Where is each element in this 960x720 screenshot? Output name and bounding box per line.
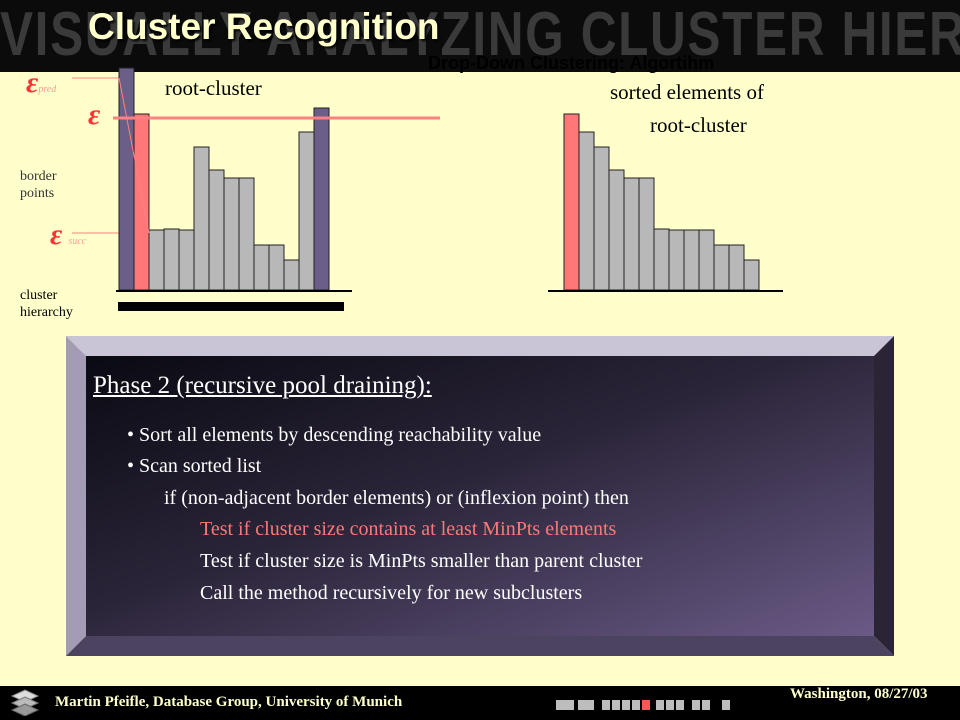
step-test-parent: Test if cluster size is MinPts smaller t… bbox=[200, 550, 643, 572]
sorted-bar bbox=[668, 229, 685, 291]
root-cluster-bar bbox=[238, 177, 255, 291]
step-scan: • Scan sorted list bbox=[127, 455, 262, 477]
sorted-bar bbox=[728, 244, 745, 291]
root-cluster-bar bbox=[133, 113, 150, 291]
epsilon-pred-subscript: pred bbox=[38, 84, 57, 95]
slide-subtitle: Drop-Down Clustering: Algortihm bbox=[428, 53, 715, 73]
sorted-bar bbox=[638, 177, 655, 291]
border-points-label: border points bbox=[20, 168, 57, 202]
epsilon-succ-label: ε succ bbox=[50, 218, 86, 252]
epsilon-label: ε bbox=[88, 98, 100, 132]
cluster-hierarchy-bar bbox=[118, 302, 344, 311]
root-cluster-bar bbox=[313, 107, 330, 291]
root-cluster-bar bbox=[298, 131, 315, 291]
root-cluster-bar bbox=[253, 244, 270, 291]
footer-location-date: Washington, 08/27/03 bbox=[790, 686, 928, 702]
epsilon-symbol: ε bbox=[88, 98, 101, 131]
sorted-bar bbox=[713, 244, 730, 291]
epsilon-pred-label: εpred bbox=[26, 66, 56, 100]
slide-title: Cluster Recognition bbox=[88, 6, 440, 47]
root-cluster-bar bbox=[208, 169, 225, 291]
border-points-line2: points bbox=[20, 186, 55, 201]
header-banner: VISUALLY ANALYZING CLUSTER HIERARCHIES bbox=[0, 0, 960, 72]
root-cluster-bar bbox=[118, 67, 135, 291]
step-test-minpts-text: Test if cluster size contains at least M… bbox=[200, 518, 617, 540]
reachability-figure bbox=[72, 67, 783, 311]
epsilon-succ-symbol: ε bbox=[50, 218, 63, 251]
step-test-minpts: Test if cluster size contains at least M… bbox=[200, 518, 616, 541]
root-cluster-bar bbox=[193, 146, 210, 291]
root-cluster-bar bbox=[223, 177, 240, 291]
cluster-hierarchy-line1: cluster bbox=[20, 288, 58, 303]
sorted-bar bbox=[683, 229, 700, 291]
sorted-bar bbox=[593, 146, 610, 291]
epsilon-succ-subscript: succ bbox=[68, 236, 87, 247]
sorted-bar bbox=[698, 229, 715, 291]
sorted-bar bbox=[578, 131, 595, 291]
sorted-bar bbox=[623, 177, 640, 291]
stacked-layers-icon bbox=[10, 689, 40, 716]
step-recurse: Call the method recursively for new subc… bbox=[200, 582, 583, 604]
cluster-hierarchy-line2: hierarchy bbox=[20, 305, 73, 320]
algorithm-panel-body bbox=[86, 356, 874, 636]
cluster-hierarchy-label: cluster hierarchy bbox=[20, 287, 73, 321]
sorted-elements-label-line1: sorted elements of bbox=[610, 80, 764, 104]
sorted-bar bbox=[563, 113, 580, 291]
footer-author: Martin Pfeifle, Database Group, Universi… bbox=[55, 694, 403, 710]
sorted-bar bbox=[743, 259, 760, 291]
sorted-bar bbox=[608, 169, 625, 291]
border-connector-line bbox=[118, 77, 150, 234]
root-cluster-bar bbox=[268, 244, 285, 291]
epsilon-pred-symbol: ε bbox=[26, 66, 39, 99]
footer-bar: Martin Pfeifle, Database Group, Universi… bbox=[0, 686, 960, 720]
root-cluster-bar bbox=[163, 228, 180, 291]
sorted-bar bbox=[653, 228, 670, 291]
root-cluster-bar bbox=[283, 259, 300, 291]
algorithm-panel bbox=[66, 336, 894, 656]
root-cluster-bar bbox=[178, 229, 195, 291]
root-cluster-label: root-cluster bbox=[165, 76, 262, 100]
slide-progress-indicator bbox=[556, 700, 730, 710]
border-points-line1: border bbox=[20, 169, 57, 184]
phase-heading: Phase 2 (recursive pool draining): bbox=[93, 372, 432, 399]
step-sort: • Sort all elements by descending reacha… bbox=[127, 424, 542, 446]
root-cluster-bar bbox=[148, 229, 165, 291]
step-condition: if (non-adjacent border elements) or (in… bbox=[164, 487, 629, 509]
sorted-elements-label-line2: root-cluster bbox=[650, 113, 747, 137]
algorithm-panel-frame bbox=[66, 336, 894, 656]
banner-background-text: VISUALLY ANALYZING CLUSTER HIERARCHIES bbox=[0, 0, 960, 69]
